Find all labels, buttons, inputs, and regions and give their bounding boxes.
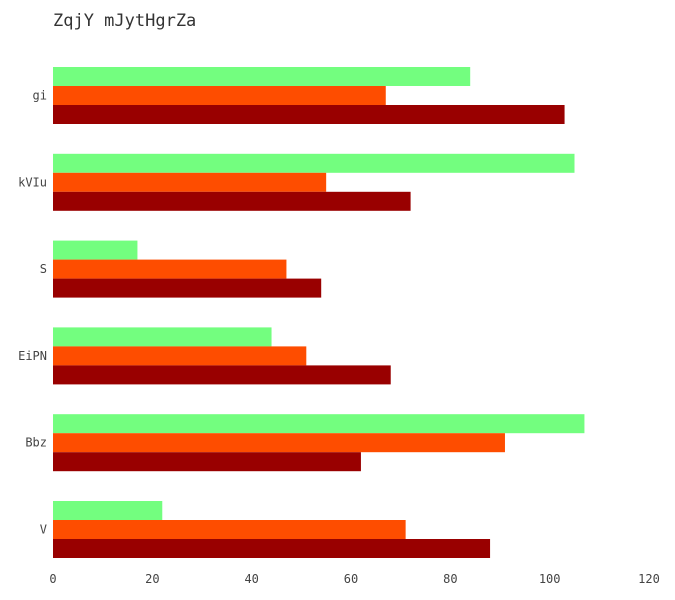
bar-S-series-2: [53, 259, 287, 279]
bar-gi-series-1: [53, 67, 471, 86]
bar-gi-series-3: [53, 105, 565, 124]
bar-Bbz-series-2: [53, 433, 505, 453]
x-tick-label: 60: [344, 572, 358, 586]
y-axis-tick-labels: gi kVIu S EiPN Bbz V: [18, 89, 47, 537]
bar-EiPN-series-2: [53, 346, 307, 366]
y-tick-label: Bbz: [25, 436, 47, 450]
bar-V-series-3: [53, 539, 491, 558]
chart-title: ZqjY mJytHgrZa: [53, 11, 196, 31]
y-tick-label: S: [40, 262, 47, 276]
bar-gi-series-2: [53, 86, 386, 105]
x-tick-label: 80: [443, 572, 457, 586]
x-tick-label: 40: [244, 572, 258, 586]
bars-group: [53, 67, 585, 558]
bar-V-series-1: [53, 501, 163, 520]
bar-kVIu-series-3: [53, 191, 411, 211]
bar-S-series-3: [53, 278, 322, 298]
bar-kVIu-series-1: [53, 153, 575, 173]
x-axis-tick-labels: 0 20 40 60 80 100 120: [49, 572, 659, 586]
x-tick-label: 120: [638, 572, 660, 586]
bar-kVIu-series-2: [53, 172, 327, 192]
bar-EiPN-series-3: [53, 365, 391, 385]
x-tick-label: 100: [539, 572, 561, 586]
y-tick-label: V: [40, 523, 47, 537]
x-tick-label: 20: [145, 572, 159, 586]
bar-EiPN-series-1: [53, 327, 272, 347]
bar-Bbz-series-1: [53, 414, 585, 434]
y-tick-label: kVIu: [18, 175, 47, 189]
bar-V-series-2: [53, 520, 406, 539]
x-tick-label: 0: [49, 572, 56, 586]
y-tick-label: gi: [33, 89, 47, 103]
bar-Bbz-series-3: [53, 452, 361, 472]
y-tick-label: EiPN: [18, 349, 47, 363]
bar-S-series-1: [53, 240, 138, 260]
